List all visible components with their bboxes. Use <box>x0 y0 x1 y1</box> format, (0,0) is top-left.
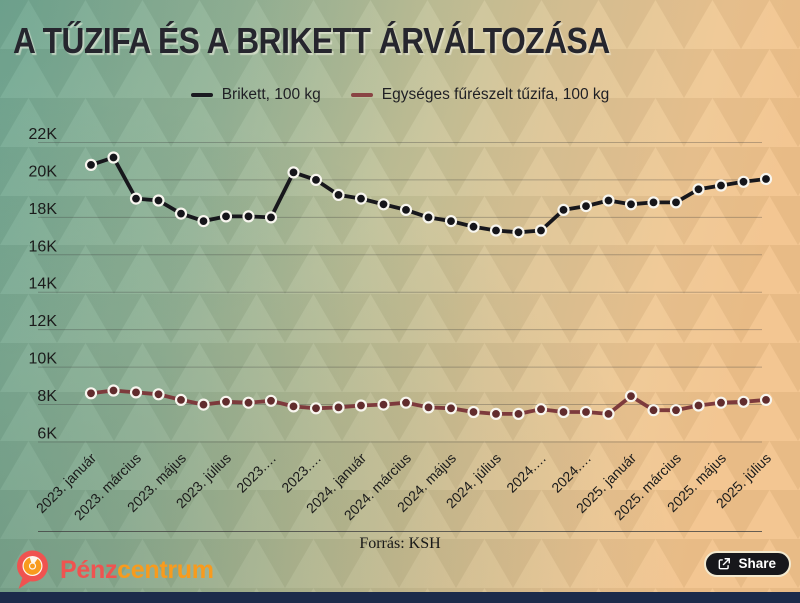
legend-label-brikett: Brikett, 100 kg <box>221 86 321 103</box>
bottom-bar <box>0 592 800 603</box>
penzcentrum-logo[interactable]: Pénzcentrum <box>16 549 214 591</box>
brand-word-centrum: centrum <box>117 555 214 584</box>
legend-item-brikett: Brikett, 100 kg <box>190 86 321 104</box>
footer-divider <box>38 531 762 533</box>
share-button[interactable]: Share <box>704 551 791 577</box>
legend: Brikett, 100 kg Egységes fűrészelt tűzif… <box>0 84 800 106</box>
tuzifa-line-swatch <box>350 93 373 97</box>
legend-label-tuzifa: Egységes fűrészelt tűzifa, 100 kg <box>381 86 610 103</box>
legend-item-tuzifa: Egységes fűrészelt tűzifa, 100 kg <box>350 86 610 104</box>
share-button-label: Share <box>738 556 776 571</box>
source-label: Forrás: KSH <box>359 535 441 552</box>
brand-word-penz: Pénz <box>60 555 118 584</box>
share-icon <box>719 557 731 569</box>
brikett-line-swatch <box>190 93 213 97</box>
penzcentrum-wordmark: Pénzcentrum <box>60 556 214 585</box>
page-title: A TŰZIFA ÉS A BRIKETT ÁRVÁLTOZÁSA <box>13 20 610 61</box>
penzcentrum-logo-icon <box>17 550 48 589</box>
